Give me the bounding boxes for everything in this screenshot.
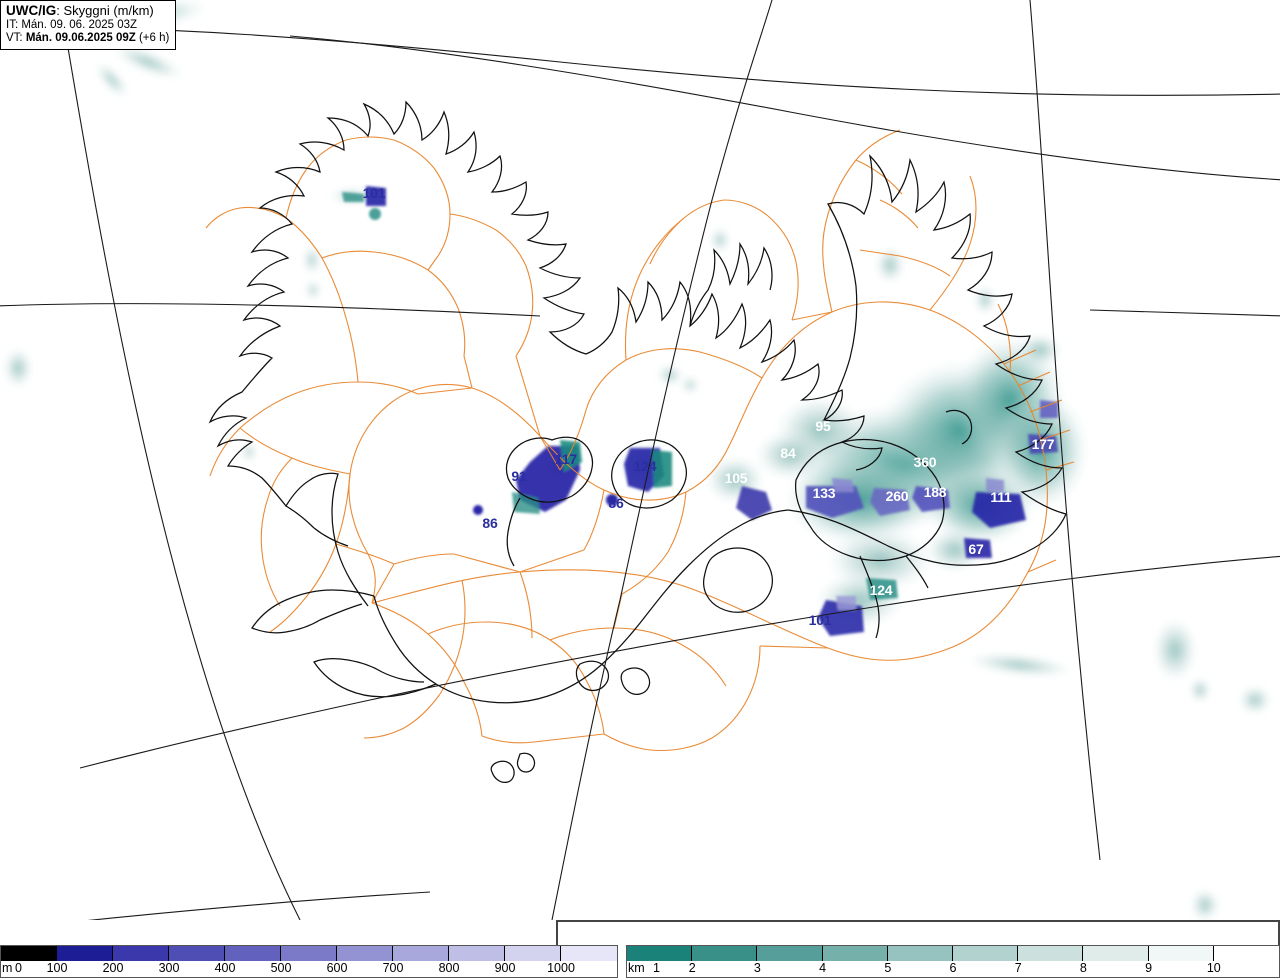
legend-colorbar-km[interactable]: km 1 2 3 4 5 6 7 8 9 10 bbox=[626, 945, 1280, 978]
meters-tick-2: 200 bbox=[102, 961, 124, 975]
meters-tick-1: 100 bbox=[46, 961, 68, 975]
meters-swatch-6 bbox=[337, 946, 393, 961]
legend-area: m 0 100 200 300 400 500 600 700 800 900 1000 km 1 2 3 4… bbox=[0, 920, 1280, 978]
valid-time-offset: (+6 h) bbox=[135, 32, 170, 45]
product-info-box: UWC/IG: Skyggni (m/km) IT: Mán. 09. 06. … bbox=[0, 0, 177, 51]
km-tick-1: 2 bbox=[688, 961, 696, 975]
meters-tick-6: 600 bbox=[326, 961, 348, 975]
meters-swatch-0 bbox=[1, 946, 57, 961]
km-swatch-5 bbox=[952, 946, 1019, 961]
km-tick-5: 6 bbox=[949, 961, 957, 975]
station-vatnsfell: 84 bbox=[780, 445, 796, 461]
meters-tick-7: 700 bbox=[382, 961, 404, 975]
colorbar-km-swatches bbox=[627, 946, 1279, 961]
station-nyidalur: 86 bbox=[608, 495, 624, 511]
km-tick-7: 8 bbox=[1079, 961, 1087, 975]
visibility-field-km bbox=[4, 0, 1271, 920]
station-hveravellir: 117 bbox=[555, 451, 577, 467]
meters-swatch-4 bbox=[225, 946, 281, 961]
road-network bbox=[205, 129, 1075, 751]
station-southwest: 86 bbox=[482, 515, 498, 531]
graticule bbox=[0, 0, 1280, 920]
map-canvas[interactable] bbox=[0, 0, 1280, 920]
station-kverkfjoll: 260 bbox=[885, 488, 909, 504]
colorbar-meters-swatches bbox=[1, 946, 617, 961]
product-name: : Skyggni (m/km) bbox=[56, 3, 154, 18]
km-unit-label: km bbox=[628, 961, 645, 975]
meters-swatch-10 bbox=[561, 946, 617, 961]
km-swatch-7 bbox=[1083, 946, 1149, 961]
station-vatnajokull: 133 bbox=[812, 485, 836, 501]
meters-unit-label: m bbox=[2, 961, 13, 975]
meters-swatch-7 bbox=[393, 946, 449, 961]
valid-time-prefix: VT: bbox=[6, 32, 26, 45]
product-code: UWC/IG bbox=[6, 3, 57, 18]
map-area[interactable]: UWC/IG: Skyggni (m/km) IT: Mán. 09. 06. … bbox=[0, 0, 1280, 920]
meters-tick-0: 0 bbox=[15, 961, 22, 975]
obscuration-field-m bbox=[342, 186, 1058, 636]
legend-stem-left-vertical bbox=[556, 920, 558, 945]
km-tick-4: 5 bbox=[884, 961, 892, 975]
km-tick-8: 9 bbox=[1145, 961, 1153, 975]
station-upper-north: 95 bbox=[815, 418, 831, 434]
km-swatch-9 bbox=[1213, 946, 1279, 961]
station-hofsjokull: 124 bbox=[633, 458, 657, 474]
meters-tick-5: 500 bbox=[270, 961, 292, 975]
station-hvitarvatn: 91 bbox=[511, 468, 527, 484]
km-swatch-4 bbox=[887, 946, 953, 961]
meters-swatch-9 bbox=[505, 946, 561, 961]
km-swatch-1 bbox=[692, 946, 758, 961]
meters-swatch-1 bbox=[57, 946, 113, 961]
meters-tick-8: 800 bbox=[438, 961, 460, 975]
product-title-line: UWC/IG: Skyggni (m/km) bbox=[6, 3, 169, 19]
valid-time-value: Mán. 09.06.2025 09Z bbox=[25, 32, 136, 45]
meters-tick-4: 400 bbox=[214, 961, 236, 975]
station-oraefi: 101 bbox=[808, 612, 832, 628]
km-tick-3: 4 bbox=[819, 961, 827, 975]
km-tick-2: 3 bbox=[753, 961, 761, 975]
station-snaefell: 188 bbox=[923, 484, 947, 500]
station-eastern: 111 bbox=[990, 489, 1012, 505]
meters-tick-3: 300 bbox=[158, 961, 180, 975]
km-swatch-2 bbox=[757, 946, 823, 961]
colorbar-km-ticks: km 1 2 3 4 5 6 7 8 9 10 bbox=[627, 961, 1279, 977]
station-east-fjords: 177 bbox=[1031, 436, 1055, 452]
meters-tick-10: 1000 bbox=[547, 961, 575, 975]
km-swatch-6 bbox=[1018, 946, 1084, 961]
station-grimsvotn: 360 bbox=[913, 454, 937, 470]
coastline bbox=[208, 100, 1067, 784]
meters-swatch-3 bbox=[169, 946, 225, 961]
legend-stem-horizontal bbox=[556, 920, 1280, 922]
km-tick-6: 7 bbox=[1014, 961, 1022, 975]
km-swatch-3 bbox=[822, 946, 888, 961]
km-tick-9: 10 bbox=[1206, 961, 1221, 975]
km-swatch-8 bbox=[1148, 946, 1214, 961]
colorbar-meters-ticks: m 0 100 200 300 400 500 600 700 800 900 1000 bbox=[1, 961, 617, 977]
meters-swatch-8 bbox=[449, 946, 505, 961]
km-tick-0: 1 bbox=[653, 961, 660, 975]
issue-time-line: IT: Mán. 09. 06. 2025 03Z bbox=[6, 18, 138, 31]
station-hofn: 67 bbox=[968, 541, 984, 557]
meters-swatch-2 bbox=[113, 946, 169, 961]
station-nw-fjords: 101 bbox=[362, 185, 386, 201]
meters-tick-9: 900 bbox=[494, 961, 516, 975]
station-hagongur: 105 bbox=[724, 470, 748, 486]
legend-stem-right-vertical bbox=[1278, 920, 1280, 945]
km-swatch-0 bbox=[627, 946, 693, 961]
valid-time-line: VT: Mán. 09.06.2025 09Z (+6 h) bbox=[6, 32, 169, 46]
station-skaftafell: 124 bbox=[869, 582, 893, 598]
legend-colorbar-meters[interactable]: m 0 100 200 300 400 500 600 700 800 900 1000 bbox=[0, 945, 618, 978]
meters-swatch-5 bbox=[281, 946, 337, 961]
